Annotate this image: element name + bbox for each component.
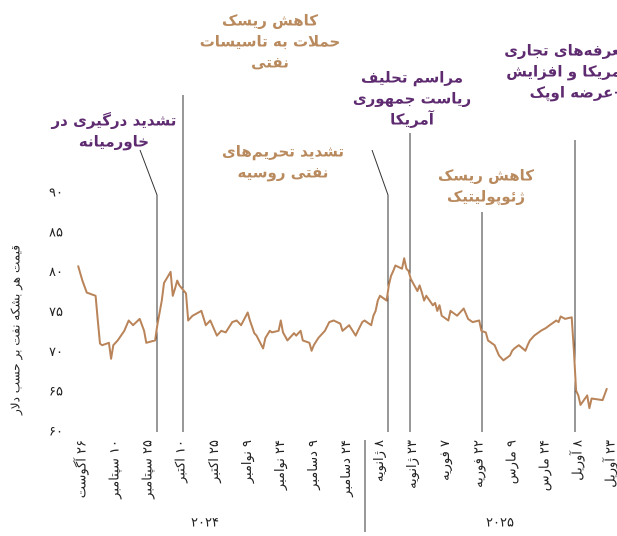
annotation-text: حملات به تاسیسات — [200, 33, 341, 51]
annotation-text: آمریکا و افزایش — [506, 63, 617, 81]
annotation-text: مراسم تحلیف — [361, 69, 463, 87]
price-line — [77, 257, 608, 410]
x-tick-label: ۲۴ دسامبر — [339, 440, 354, 498]
x-tick-label: ۹ مارس — [504, 440, 519, 484]
x-tick-label: ۲۴ مارس — [537, 440, 552, 491]
x-tick-label: ۱۰ اکتبر — [174, 440, 189, 484]
x-tick-label: ۲۵ سپتامبر — [141, 440, 156, 500]
annotation-line — [139, 149, 158, 432]
y-tick-label: ۸۰ — [49, 265, 63, 280]
x-tick-label: ۲۲ فوریه — [471, 440, 486, 488]
x-tick-label: ۸ آوریل — [568, 440, 585, 481]
annotation-text: کاهش ریسک — [438, 167, 534, 185]
annotation-line — [371, 149, 389, 432]
x-tick-label: ۲۵ اکتبر — [207, 440, 222, 484]
annotation-text: نفتی — [251, 54, 289, 72]
annotation-text: تشدید تحریم‌های — [222, 143, 344, 161]
x-tick-label: ۲۳ آوریل — [602, 440, 617, 488]
annotation-text: ریاست جمهوری — [353, 90, 471, 108]
y-tick-label: ۶۰ — [49, 425, 63, 440]
x-tick-label: ۲۴ نوامبر — [273, 440, 288, 491]
x-tick-label: ۲۶ آگوست — [73, 440, 90, 498]
y-tick-label: ۷۰ — [49, 345, 63, 360]
annotation-text: عرضه اوپک+ — [530, 84, 617, 103]
x-tick-label: ۷ فوریه — [438, 440, 453, 481]
annotation-text: نفتی روسیه — [238, 164, 329, 182]
x-tick-label: ۸ ژانویه — [372, 440, 387, 482]
x-tick-label: ۲۳ ژانویه — [405, 440, 420, 489]
x-tick-label: ۹ نوامبر — [240, 440, 255, 484]
y-tick-label: ۶۵ — [49, 385, 63, 400]
x-tick-label: ۱۰ سپتامبر — [108, 440, 123, 500]
y-tick-label: ۸۵ — [49, 225, 63, 240]
annotation-text: آمریکا — [390, 111, 435, 129]
y-tick-label: ۷۵ — [49, 305, 63, 320]
annotation-text: ژئوپولیتیک — [447, 188, 525, 207]
year-label: ۲۰۲۴ — [191, 516, 219, 531]
annotation-text: خاورمیانه — [79, 133, 149, 151]
y-tick-label: ۹۰ — [49, 186, 63, 201]
y-axis-title: قیمت هر بشکه نفت بر حسب دلار — [9, 245, 24, 416]
x-tick-label: ۹ دسامبر — [306, 440, 321, 491]
annotation-text: کاهش ریسک — [222, 12, 318, 30]
year-label: ۲۰۲۵ — [486, 516, 514, 531]
annotation-text: تعرفه‌های تجاری — [504, 42, 617, 60]
annotation-text: تشدید درگیری در — [51, 112, 177, 130]
